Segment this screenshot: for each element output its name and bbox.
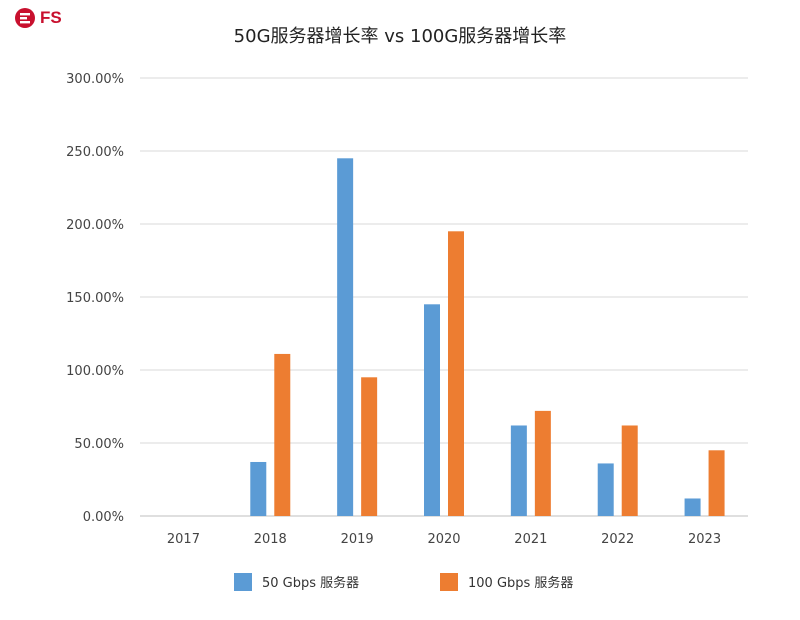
chart-title: 50G服务器增长率 vs 100G服务器增长率 [233,26,567,47]
bar-100g-2023 [708,450,725,516]
x-tick-label: 2018 [254,532,287,547]
y-tick-label: 0.00% [83,510,124,525]
bar-50g-2023 [684,498,701,516]
bar-100g-2022 [621,425,638,516]
bar-50g-2018 [250,461,267,516]
bar-chart: 0.00% 50.00% 100.00% 150.00% 200.00% 250.00% 3… [66,72,748,547]
brand-name: FS [40,8,62,27]
y-tick-label: 300.00% [66,72,124,87]
bar-100g-2020 [448,231,464,517]
legend-label: 100 Gbps 服务器 [468,576,574,591]
legend-swatch [234,572,252,591]
bar-50g-2019 [337,158,354,517]
legend-label: 50 Gbps 服务器 [262,576,360,591]
x-axis-ticks: 2017 2018 2019 2020 2021 2022 2023 [167,532,721,547]
bars [250,158,725,517]
bar-100g-2021 [534,410,551,516]
x-tick-label: 2019 [341,532,374,547]
y-axis-ticks: 0.00% 50.00% 100.00% 150.00% 200.00% 250.00% 3… [66,72,124,525]
grid-lines [140,77,748,517]
bar-100g-2019 [361,377,378,516]
fs-logo-icon [15,8,35,28]
x-tick-label: 2021 [514,532,547,547]
x-tick-label: 2017 [167,532,200,547]
legend-item-series-2: 100 Gbps 服务器 [440,572,573,591]
y-tick-label: 200.00% [66,218,124,233]
bar-100g-2018 [274,353,291,516]
brand-logo: FS [14,6,62,30]
chart-legend: 50 Gbps 服务器 100 Gbps 服务器 [0,572,800,596]
x-tick-label: 2023 [688,532,721,547]
y-tick-label: 50.00% [74,437,124,452]
y-tick-label: 250.00% [66,145,124,160]
bar-50g-2022 [597,463,614,516]
x-tick-label: 2022 [601,532,634,547]
bar-50g-2020 [424,304,440,516]
legend-item-series-1: 50 Gbps 服务器 [234,572,359,591]
y-tick-label: 100.00% [66,364,124,379]
bar-50g-2021 [510,425,527,516]
y-tick-label: 150.00% [66,291,124,306]
x-tick-label: 2020 [427,532,460,547]
legend-swatch [440,572,458,591]
